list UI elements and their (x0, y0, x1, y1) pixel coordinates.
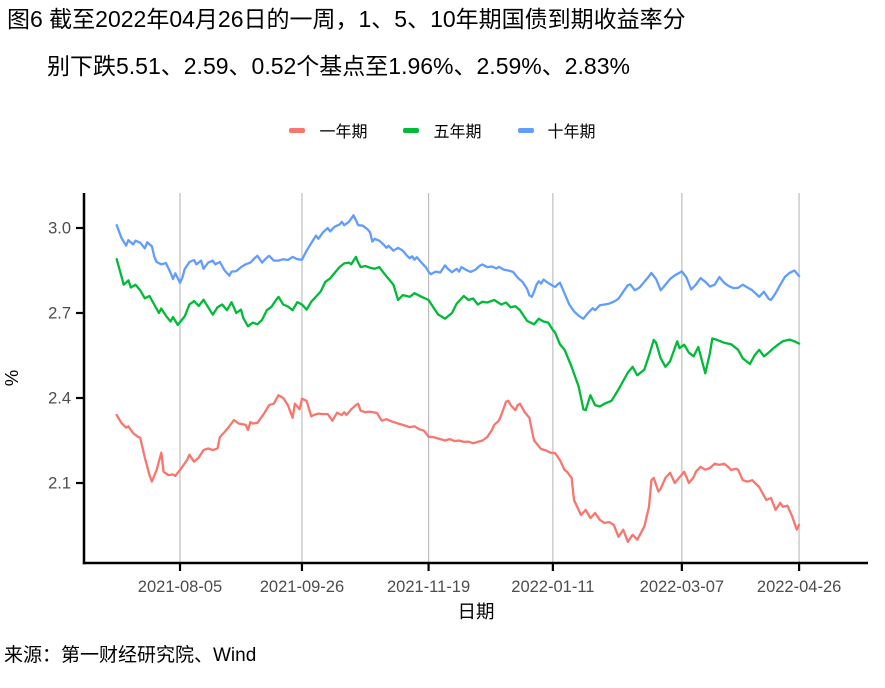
legend-item-10y: 十年期 (517, 118, 596, 142)
x-tick-label: 2022-04-26 (757, 578, 841, 596)
legend-key-5y-line-icon (403, 127, 420, 133)
y-axis-title: % (1, 370, 22, 386)
legend-item-5y: 五年期 (403, 118, 482, 142)
legend-key-10y-line-icon (517, 127, 534, 133)
source-note: 来源：第一财经研究院、Wind (4, 645, 257, 666)
y-tick-label: 2.4 (48, 389, 71, 407)
legend: 一年期 五年期 十年期 (0, 118, 885, 142)
series-line-5y (115, 255, 801, 412)
x-tick-label: 2022-01-11 (511, 578, 594, 596)
y-tick-label: 3.0 (48, 220, 71, 238)
figure-title-line2: 别下跌5.51、2.59、0.52个基点至1.96%、2.59%、2.83% (47, 53, 630, 79)
x-tick-label: 2021-09-26 (260, 578, 344, 596)
y-tick-label: 2.7 (48, 304, 71, 322)
legend-label-1y: 一年期 (319, 124, 368, 141)
series-line-10y (115, 214, 801, 320)
legend-key-1y-line-icon (289, 127, 306, 133)
legend-label-10y: 十年期 (547, 124, 596, 141)
series-line-1y (115, 394, 801, 544)
x-tick-label: 2021-11-19 (387, 578, 470, 596)
x-tick-label: 2022-03-07 (640, 578, 724, 596)
figure-title: 图6 截至2022年04月26日的一周，1、5、10年期国债到期收益率分 别下跌… (0, 5, 885, 80)
legend-label-5y: 五年期 (433, 124, 482, 141)
figure-title-line1: 图6 截至2022年04月26日的一周，1、5、10年期国债到期收益率分 (7, 6, 686, 32)
x-tick-label: 2021-08-05 (138, 578, 222, 596)
legend-item-1y: 一年期 (289, 118, 367, 142)
x-axis-title: 日期 (457, 601, 494, 622)
y-tick-label: 2.1 (48, 474, 71, 492)
